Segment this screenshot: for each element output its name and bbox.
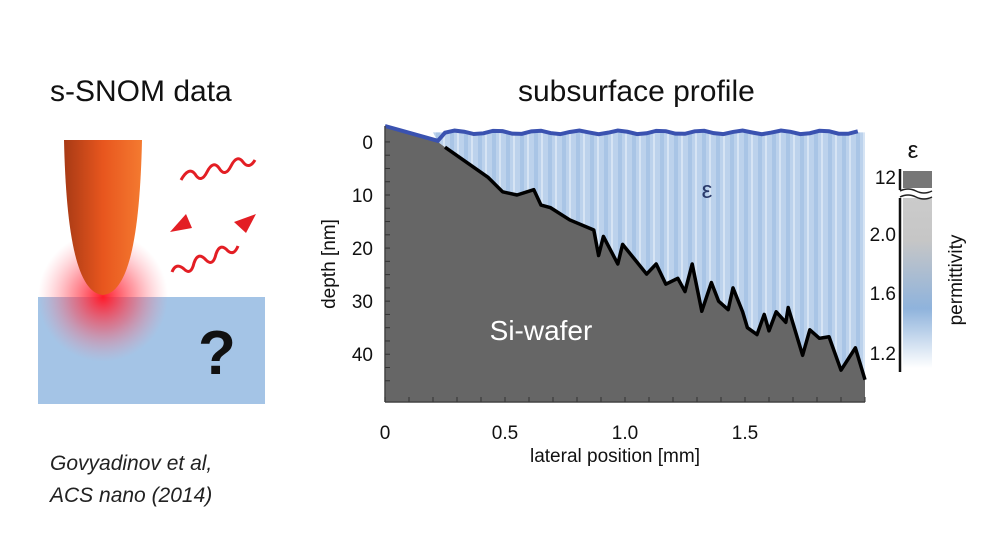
- colorbar-tick: 2.0: [870, 225, 896, 246]
- y-axis-label: depth [nm]: [319, 219, 340, 309]
- colorbar-symbol: ε: [908, 137, 919, 164]
- x-tick-label: 1.0: [612, 423, 638, 444]
- afm-tip: [64, 140, 142, 295]
- surface-line: [384, 124, 859, 144]
- colorbar-tick: 12: [875, 168, 896, 189]
- scattered-light-arrow-icon: [170, 214, 256, 273]
- permittivity-layer: [433, 132, 865, 380]
- citation: Govyadinov et al, ACS nano (2014): [50, 448, 212, 512]
- x-tick-label: 1.5: [732, 423, 758, 444]
- citation-journal: ACS nano (2014): [50, 484, 213, 507]
- y-tick-label: 0: [362, 133, 373, 154]
- chart-title: subsurface profile: [518, 75, 755, 108]
- incident-light-arrow-icon: [170, 157, 257, 232]
- colorbar-substrate-swatch: [903, 171, 932, 188]
- colorbar-tick: 1.2: [870, 344, 896, 365]
- unknown-subsurface-question-mark: ?: [198, 319, 236, 388]
- y-tick-label: 20: [352, 239, 373, 260]
- y-tick-label: 10: [352, 186, 373, 207]
- colorbar-label: permittivity: [946, 234, 967, 325]
- left-panel-title: s-SNOM data: [50, 75, 232, 108]
- x-axis-label: lateral position [mm]: [530, 446, 700, 467]
- si-wafer-label: Si-wafer: [490, 315, 593, 346]
- x-tick-label: 0: [380, 423, 391, 444]
- near-field-glow: [38, 232, 168, 362]
- layer-epsilon-label: ε: [702, 177, 713, 204]
- colorbar-tick: 1.6: [870, 284, 896, 305]
- x-tick-label: 0.5: [492, 423, 518, 444]
- citation-authors: Govyadinov et al,: [50, 452, 213, 475]
- y-tick-label: 30: [352, 292, 373, 313]
- colorbar-axis-break: [899, 188, 933, 200]
- colorbar: 12 2.0 1.6 1.2 ε permittivity: [870, 137, 967, 372]
- subsurface-profile-chart: 0 0.5 1.0 1.5 0 10 20 30 40 lateral position [mm]…: [319, 124, 867, 467]
- si-wafer-substrate: [385, 126, 865, 402]
- colorbar-gradient: [903, 198, 932, 368]
- y-tick-label: 40: [352, 345, 373, 366]
- interface-line: [443, 145, 867, 381]
